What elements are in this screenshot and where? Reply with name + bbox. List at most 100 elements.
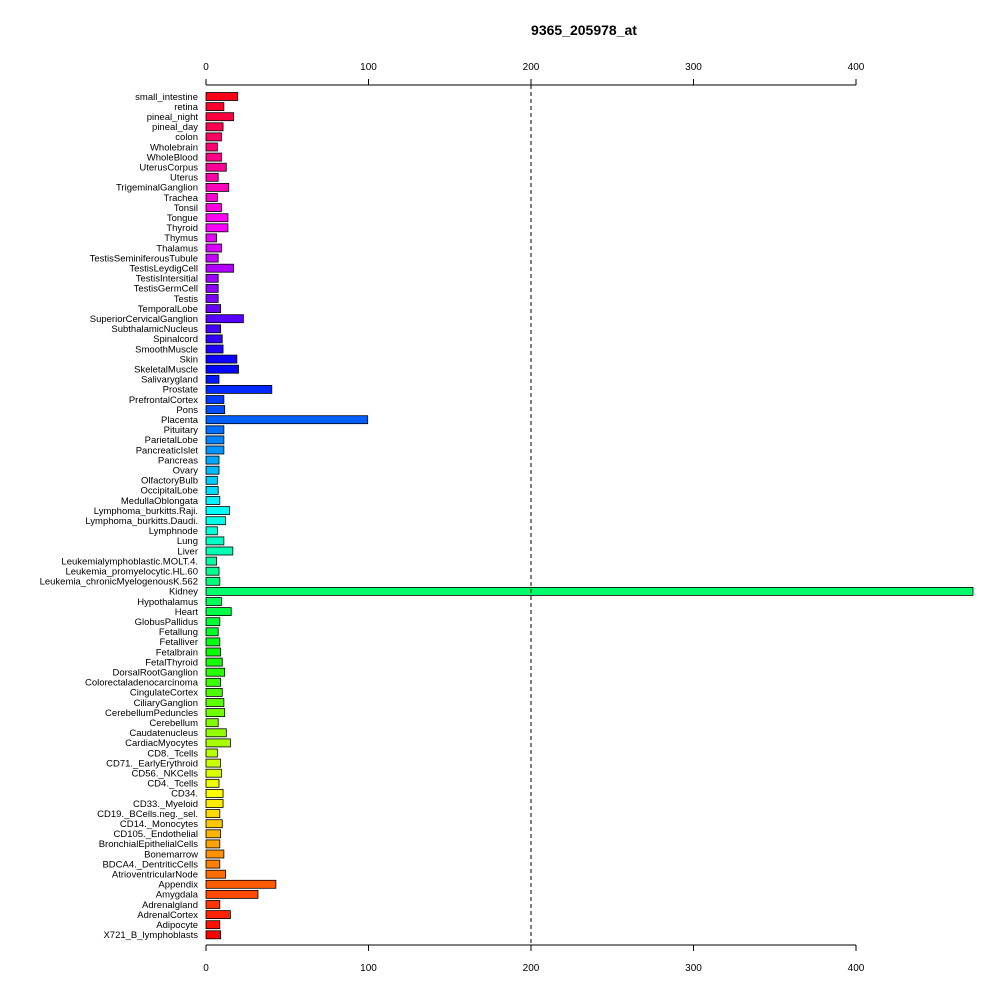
- bar: [205, 485, 219, 495]
- category-label: Fetallung: [159, 627, 198, 638]
- bar: [205, 930, 222, 940]
- bar: [205, 597, 222, 606]
- top-tick-label: 100: [360, 62, 377, 73]
- category-label: WholeBlood: [147, 152, 198, 163]
- bar: [205, 354, 238, 364]
- top-tick-label: 0: [203, 62, 209, 73]
- category-label: CD33._Myeloid: [133, 799, 198, 810]
- category-label: Bonemarrow: [144, 849, 198, 860]
- bar: [205, 869, 226, 879]
- bar: [205, 496, 221, 505]
- bar: [205, 364, 239, 374]
- bar: [205, 516, 226, 526]
- bar: [205, 334, 223, 344]
- category-label: Thyroid: [166, 223, 198, 234]
- bar: [205, 324, 222, 334]
- category-label: Pancreas: [158, 455, 198, 466]
- bar: [205, 182, 230, 192]
- category-label: Heart: [175, 607, 199, 618]
- category-label: Trachea: [164, 193, 199, 204]
- bar: [205, 405, 226, 415]
- bar: [205, 425, 225, 435]
- bar: [205, 233, 217, 243]
- bar: [205, 708, 226, 717]
- bar: [205, 667, 226, 677]
- bar: [205, 112, 235, 122]
- bar: [205, 203, 222, 213]
- category-label: Pons: [176, 405, 198, 416]
- bar: [205, 607, 232, 616]
- category-label: CiliaryGanglion: [134, 698, 198, 709]
- category-label: Amygdala: [156, 890, 199, 901]
- category-label: Fetalbrain: [156, 647, 198, 658]
- bar: [205, 142, 218, 152]
- bar: [205, 273, 219, 283]
- category-label: CingulateCortex: [130, 688, 198, 699]
- category-label: Pituitary: [164, 425, 199, 436]
- bottom-tick-label: 100: [360, 963, 377, 974]
- category-label: Fetalliver: [159, 637, 198, 648]
- bar: [205, 384, 273, 394]
- bar: [205, 849, 225, 859]
- category-label: CD14._Monocytes: [120, 819, 198, 830]
- category-label: CD19._BCells.neg._sel.: [97, 809, 198, 820]
- bar: [205, 283, 219, 293]
- category-label: Colorectaladenocarcinoma: [85, 678, 199, 689]
- bar: [205, 657, 223, 667]
- category-label: OccipitalLobe: [140, 486, 198, 497]
- bottom-tick-label: 200: [523, 963, 540, 974]
- bottom-tick-label: 0: [203, 963, 209, 974]
- category-label: Lung: [177, 536, 198, 547]
- category-label: GlobusPallidus: [135, 617, 199, 628]
- category-label: TrigeminalGanglion: [116, 183, 198, 194]
- bar: [205, 263, 235, 273]
- top-tick-label: 400: [848, 62, 865, 73]
- category-label: CD105._Endothelial: [113, 829, 198, 840]
- category-label: X721_B_lymphoblasts: [103, 930, 198, 941]
- bar: [205, 718, 219, 728]
- bar: [205, 677, 222, 687]
- category-label: retina: [174, 102, 198, 113]
- bar: [205, 819, 223, 829]
- bar: [205, 799, 224, 808]
- category-label: Testis: [174, 294, 199, 305]
- category-label: Uterus: [170, 173, 198, 184]
- category-label: CD8._Tcells: [147, 748, 198, 759]
- bar: [205, 809, 221, 818]
- bar: [205, 536, 225, 546]
- category-label: TestisLeydigCell: [129, 264, 198, 275]
- category-label: SkeletalMuscle: [134, 365, 198, 376]
- category-label: AtrioventricularNode: [112, 870, 198, 881]
- category-label: Lymphnode: [149, 526, 198, 537]
- category-label: CerebellumPeduncles: [105, 708, 198, 719]
- bar: [205, 415, 369, 425]
- category-label: ParietalLobe: [145, 435, 198, 446]
- category-label: Liver: [177, 546, 198, 557]
- category-label: PancreaticIslet: [136, 445, 199, 456]
- category-label: Placenta: [161, 415, 199, 426]
- category-label: CD4._Tcells: [147, 779, 198, 790]
- bar: [205, 637, 221, 647]
- category-label: OlfactoryBulb: [141, 476, 198, 487]
- top-tick-label: 300: [685, 62, 702, 73]
- bar: [205, 778, 220, 788]
- bottom-tick-label: 300: [685, 963, 702, 974]
- category-label: Salivarygland: [141, 375, 198, 386]
- category-label: Adrenalgland: [142, 900, 198, 911]
- category-label: Cerebellum: [149, 718, 198, 729]
- category-label: Hypothalamus: [137, 597, 198, 608]
- top-tick-label: 200: [523, 62, 540, 73]
- bar: [205, 839, 221, 849]
- bar: [205, 193, 218, 202]
- bar: [205, 768, 222, 778]
- bar: [205, 617, 221, 627]
- category-label: pineal_night: [147, 112, 199, 123]
- bar: [205, 748, 218, 758]
- bar: [205, 859, 221, 869]
- bar: [205, 910, 231, 919]
- category-label: Tonsil: [174, 203, 198, 214]
- bar: [205, 688, 223, 697]
- bar: [205, 627, 219, 637]
- bottom-tick-label: 400: [848, 963, 865, 974]
- category-label: SuperiorCervicalGanglion: [90, 314, 198, 325]
